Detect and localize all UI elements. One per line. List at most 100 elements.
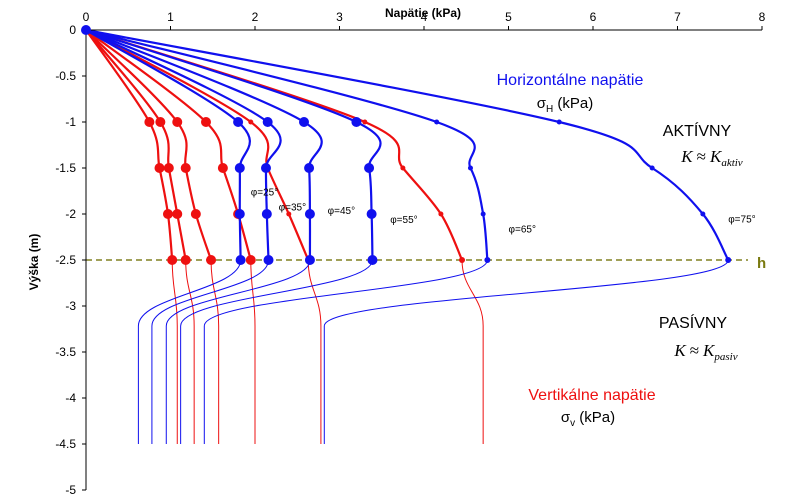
below-h-curve (165, 259, 311, 444)
vertical-stress-point (162, 209, 173, 219)
axes-layer: 0 1 2 3 4 5 6 7 8 0 -0.5 -1 -1.5 -2 -2.5 -3 -3.5 -4 -4.5 -5 (55, 10, 765, 497)
phi-label: φ=55° (390, 215, 417, 226)
vertical-stress-point (167, 255, 178, 265)
vertical-stress-point (400, 165, 406, 171)
y-tick-label: 0 (69, 23, 76, 37)
horizontal-stress-point (260, 163, 271, 173)
y-tick-label: -0.5 (55, 69, 76, 83)
vertical-stress-point (286, 211, 292, 217)
y-tick-label: -4 (65, 391, 76, 405)
horizontal-stress-point (234, 163, 245, 173)
vertical-stress-point (172, 117, 183, 127)
horizontal-stress-point (304, 163, 315, 173)
horizontal-stress-symbol: σH (kPa) (537, 95, 594, 115)
horizontal-stress-point (480, 211, 486, 217)
horizontal-stress-point (235, 255, 246, 265)
vertical-stress-point (163, 163, 174, 173)
y-tick-label: -3.5 (55, 345, 76, 359)
vertical-stress-point (144, 117, 155, 127)
horizontal-stress-point (233, 117, 244, 127)
horizontal-stress-point (434, 119, 440, 125)
horizontal-stress-point (366, 209, 377, 219)
horizontal-stress-point (725, 257, 732, 263)
x-tick-label: 2 (252, 10, 259, 24)
vertical-stress-annotation: Vertikálne napätie σv (kPa) (528, 387, 655, 429)
h-label: h (757, 255, 766, 272)
x-tick-label: 5 (505, 10, 512, 24)
passive-label: PASÍVNY (659, 313, 728, 332)
x-axis-title: Napätie (kPa) (385, 6, 461, 20)
y-tick-label: -3 (65, 299, 76, 313)
below-h-curve (185, 259, 195, 444)
vertical-stress-point (180, 163, 191, 173)
horizontal-stress-point (556, 119, 562, 125)
below-h-curve (203, 259, 488, 444)
y-axis-title: Výška (m) (27, 234, 41, 291)
origin-point (81, 25, 91, 35)
x-tick-label: 8 (759, 10, 766, 24)
phi-label: φ=25° (251, 188, 278, 199)
horizontal-stress-point (261, 209, 272, 219)
h-level-label: h (757, 255, 766, 272)
horizontal-stress-point (234, 209, 245, 219)
horizontal-stress-point (367, 255, 378, 265)
horizontal-stress-label: Horizontálne napätie (497, 72, 644, 89)
vertical-stress-point (154, 163, 165, 173)
vertical-stress-point (245, 255, 256, 265)
horizontal-stress-annotation: Horizontálne napätie σH (kPa) (497, 72, 644, 115)
horizontal-stress-point (262, 117, 273, 127)
horizontal-stress-curve (85, 29, 251, 261)
x-tick-label: 6 (590, 10, 597, 24)
horizontal-stress-point (484, 257, 491, 263)
active-label: AKTÍVNY (663, 121, 732, 140)
vertical-stress-curve (85, 29, 213, 261)
x-tick-label: 0 (83, 10, 90, 24)
x-tick-label: 4 (421, 10, 428, 24)
phi-label: φ=45° (328, 206, 355, 217)
phi-label: φ=35° (279, 202, 306, 213)
horizontal-stress-point (649, 165, 655, 171)
horizontal-stress-point (304, 209, 315, 219)
vertical-stress-point (200, 117, 211, 127)
vertical-stress-point (362, 119, 368, 125)
active-annotation: AKTÍVNY K ≈ Kaktiv (663, 121, 743, 169)
y-tick-label: -1.5 (55, 161, 76, 175)
below-h-curve (180, 259, 373, 444)
passive-formula: K ≈ Kpasiv (673, 341, 737, 363)
x-tick-label: 1 (167, 10, 174, 24)
vertical-stress-point (459, 257, 466, 263)
below-h-curve (151, 259, 270, 444)
below-h-curve (307, 259, 322, 444)
vertical-stress-symbol: σv (kPa) (561, 409, 615, 429)
vertical-stress-point (217, 163, 228, 173)
below-h-curve (250, 259, 256, 444)
horizontal-stress-point (351, 117, 362, 127)
below-h-curve (461, 259, 484, 444)
below-h-curve (137, 259, 242, 444)
active-formula: K ≈ Kaktiv (680, 147, 743, 169)
vertical-stress-point (155, 117, 166, 127)
horizontal-stress-point (700, 211, 706, 217)
y-tick-label: -2.5 (55, 253, 76, 267)
horizontal-stress-curve (85, 28, 382, 261)
below-h-curve (323, 259, 729, 444)
curves-layer (85, 28, 748, 444)
vertical-stress-point (438, 211, 444, 217)
x-tick-label: 3 (336, 10, 343, 24)
vertical-stress-point (172, 209, 183, 219)
vertical-stress-point (248, 119, 254, 125)
horizontal-stress-point (364, 163, 375, 173)
y-tick-label: -2 (65, 207, 76, 221)
horizontal-stress-point (263, 255, 274, 265)
vertical-stress-point (180, 255, 191, 265)
y-tick-label: -1 (65, 115, 76, 129)
phi-label: φ=65° (509, 224, 536, 235)
y-tick-label: -4.5 (55, 437, 76, 451)
horizontal-stress-point (299, 117, 310, 127)
below-h-curve (210, 259, 220, 444)
vertical-stress-curve (85, 29, 310, 261)
horizontal-stress-point (304, 255, 315, 265)
horizontal-stress-point (467, 165, 473, 171)
passive-annotation: PASÍVNY K ≈ Kpasiv (659, 313, 738, 363)
